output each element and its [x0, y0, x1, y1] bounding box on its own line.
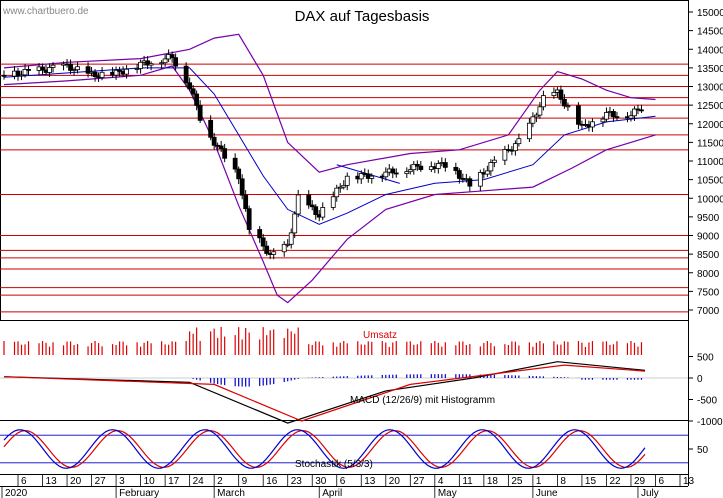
stoch-axis-label: 50	[697, 445, 709, 456]
price-axis-label: 14500	[697, 27, 723, 38]
macd-axis-label: -500	[697, 396, 717, 407]
x-axis-month-label: 2020	[5, 488, 28, 498]
x-axis-month-label: June	[536, 488, 558, 498]
price-axis-label: 15000	[697, 8, 723, 19]
price-axis-label: 13500	[697, 64, 723, 75]
price-axis-label: 10000	[697, 194, 723, 205]
macd-axis-label: 500	[697, 353, 714, 364]
stoch-d-line	[3, 429, 646, 469]
x-axis-day-label: 24	[193, 476, 205, 487]
bollinger-upper	[3, 33, 656, 173]
x-axis-day-label: 10	[144, 476, 156, 487]
macd-axis-label: 0	[697, 374, 703, 385]
x-axis-day-label: 13	[46, 476, 58, 487]
macd-signal-line	[3, 364, 646, 422]
x-axis-day-label: 29	[634, 476, 646, 487]
x-axis-month-label: July	[641, 488, 659, 498]
price-axis-label: 9000	[697, 232, 720, 243]
macd-axis-label: -1000	[697, 417, 723, 428]
price-axis-label: 11000	[697, 157, 723, 168]
x-axis-day-label: 11	[462, 476, 473, 487]
x-axis-day-label: 30	[315, 476, 327, 487]
price-axis-label: 8000	[697, 269, 720, 280]
watermark: www.chartbuero.de	[2, 6, 89, 17]
x-axis-day-label: 20	[70, 476, 82, 487]
stoch-k-line	[3, 429, 646, 469]
x-axis-month-label: February	[119, 488, 159, 498]
x-axis-month-label: April	[322, 488, 342, 498]
x-axis-day-label: 6	[21, 476, 27, 487]
macd-label: MACD (12/26/9) mit Histogramm	[350, 395, 495, 406]
x-axis-day-label: 9	[242, 476, 248, 487]
x-axis-day-label: 18	[487, 476, 499, 487]
x-axis-month-label: March	[217, 488, 245, 498]
x-axis-day-label: 1	[536, 476, 542, 487]
x-axis-day-label: 27	[413, 476, 425, 487]
bollinger-lower	[3, 65, 656, 304]
x-axis-day-label: 22	[609, 476, 621, 487]
x-axis-day-label: 6	[658, 476, 664, 487]
x-axis-month-label: May	[438, 488, 457, 498]
price-axis-label: 9500	[697, 213, 720, 224]
x-axis-day-label: 20	[389, 476, 401, 487]
x-axis-day-label: 13	[683, 476, 695, 487]
price-axis-label: 8500	[697, 250, 720, 261]
x-axis-day-label: 23	[291, 476, 303, 487]
stochastic-label: Stochastik (5/3/3)	[295, 459, 373, 470]
x-axis-day-label: 25	[511, 476, 523, 487]
x-axis-day-label: 6	[340, 476, 346, 487]
volume-label: Umsatz	[363, 330, 397, 341]
price-axis-label: 11500	[697, 138, 723, 149]
x-axis-day-label: 17	[168, 476, 180, 487]
x-axis-day-label: 2	[217, 476, 223, 487]
x-axis-day-label: 15	[585, 476, 597, 487]
price-axis-label: 12500	[697, 101, 723, 112]
price-axis-label: 7500	[697, 287, 720, 298]
price-axis-label: 13000	[697, 83, 723, 94]
chart-title: DAX auf Tagesbasis	[295, 8, 430, 25]
x-axis-day-label: 3	[119, 476, 125, 487]
sma-line	[3, 67, 656, 225]
price-axis-label: 7000	[697, 306, 720, 317]
price-axis-label: 14000	[697, 45, 723, 56]
x-axis-day-label: 13	[364, 476, 376, 487]
x-axis-day-label: 8	[560, 476, 566, 487]
x-axis-day-label: 27	[95, 476, 107, 487]
x-axis-day-label: 4	[438, 476, 444, 487]
macd-line	[3, 361, 646, 424]
price-axis-label: 12000	[697, 120, 723, 131]
price-axis-label: 10500	[697, 176, 723, 187]
x-axis-day-label: 16	[266, 476, 278, 487]
